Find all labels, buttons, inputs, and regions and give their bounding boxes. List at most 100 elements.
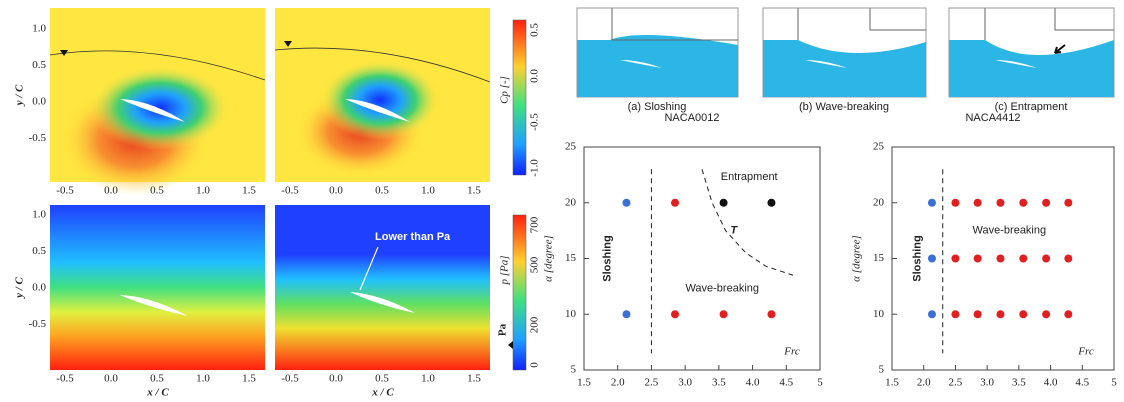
y-tick-label: 0.0 [32,282,46,294]
water [949,40,1114,97]
contour-panels [49,8,527,371]
colorbar-tick-label: -1.0 [529,159,541,177]
x-tick-label: 1.5 [577,377,591,389]
x-tick-label: 2.0 [611,377,625,389]
annotation: Lower than Pa [375,231,451,243]
y-tick-label: 5 [879,364,885,376]
point [927,310,936,319]
x-axis-label: Frc [1077,346,1094,358]
airfoil [345,99,410,122]
region-label: Wave-breaking [685,283,759,295]
point [973,198,982,207]
x-tick-label: 1.5 [242,373,256,385]
point [671,198,680,207]
point [1042,310,1051,319]
airfoil [350,292,415,313]
y-tick-label: 15 [565,252,577,264]
y-tick-label: 10 [565,308,577,320]
point [1042,198,1051,207]
colorbar-tick-label: -0.5 [529,113,541,131]
pa-marker [508,341,513,349]
free-surface [274,47,491,83]
x-tick-label: 0.0 [329,185,343,197]
y-tick-label: -0.5 [29,132,47,144]
cp-colorbar [512,19,527,176]
x-tick-label: 2.0 [917,377,931,389]
x-tick-label: -0.5 [56,373,74,385]
point [996,254,1005,263]
region-label: Wave-breaking [973,225,1047,237]
point [671,310,680,319]
point [973,254,982,263]
y-tick-label: 25 [873,141,885,153]
colorbar-tick-label: 500 [529,256,541,273]
water [577,35,738,97]
point [1064,310,1073,319]
y-tick-label: 20 [565,196,577,208]
x-tick-label: 5 [817,377,823,389]
airfoil [805,60,847,68]
surface-marker [60,50,68,56]
x-tick-label: 1.0 [196,373,210,385]
region-label: Entrapment [721,171,778,183]
point [767,198,776,207]
point [996,198,1005,207]
point [927,198,936,207]
colorbar-label: p [Pa] [499,255,511,285]
x-tick-label: 1.5 [467,185,481,197]
x-tick-label: 3.0 [980,377,994,389]
airfoil [620,60,662,68]
point [951,198,960,207]
y-tick-label: 10 [873,308,885,320]
x-axis-label: x / C [371,387,394,399]
x-tick-label: 1.5 [885,377,899,389]
point [767,310,776,319]
x-tick-label: 2.5 [949,377,963,389]
point [996,310,1005,319]
x-tick-label: 1.0 [421,185,435,197]
x-tick-label: 0.0 [104,185,118,197]
y-axis-label: y / C [14,276,26,299]
y-tick-label: 0.5 [32,245,46,257]
wall [611,8,738,41]
point [719,198,728,207]
point [951,310,960,319]
x-tick-label: -0.5 [56,185,74,197]
y-axis-label: α [degree] [851,235,863,282]
y-axis-label: y / C [14,84,26,107]
point [1064,254,1073,263]
point [622,310,631,319]
x-tick-label: 1.5 [467,373,481,385]
point [1042,254,1051,263]
point [1019,254,1028,263]
airfoil [120,99,185,122]
y-tick-label: 1.0 [32,23,46,35]
colorbar-tick-label: 0.5 [529,23,541,37]
x-axis-label: Frc [783,346,800,358]
point [951,254,960,263]
colorbar-tick-label: 700 [529,216,541,233]
x-tick-label: 4.5 [1075,377,1089,389]
transition-curve [701,169,794,276]
y-tick-label: 0.0 [32,96,46,108]
y-tick-label: 0.5 [32,59,46,71]
x-tick-label: 1.0 [196,185,210,197]
x-axis-label: x / C [146,387,169,399]
x-tick-label: 4.0 [1044,377,1058,389]
plot-frame [583,146,821,371]
y-tick-label: 5 [571,364,577,376]
chart-title: NACA0012 [664,112,719,124]
airfoil [995,60,1037,68]
x-tick-label: 1.5 [242,185,256,197]
point [719,310,728,319]
pa-label: Pa [497,323,509,336]
x-tick-label: 1.0 [421,373,435,385]
surface-marker [284,41,292,47]
x-tick-label: -0.5 [281,185,299,197]
y-tick-label: -0.5 [29,318,47,330]
y-tick-label: 15 [873,252,885,264]
x-tick-label: 2.5 [645,377,659,389]
x-tick-label: 0.5 [150,185,164,197]
region-label: Sloshing [602,235,614,281]
